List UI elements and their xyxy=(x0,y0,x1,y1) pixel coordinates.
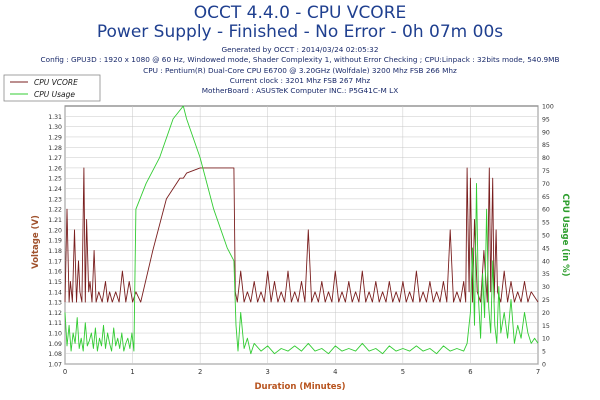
y2-tick-label: 80 xyxy=(542,155,550,162)
y-tick-label: 1.16 xyxy=(48,269,62,276)
grid-layer xyxy=(64,106,539,365)
y-tick-label: 1.29 xyxy=(48,134,62,141)
y-tick-label: 1.08 xyxy=(48,351,62,358)
y2-tick-label: 35 xyxy=(542,271,550,278)
y-tick-label: 1.31 xyxy=(48,114,62,121)
y2-tick-label: 60 xyxy=(542,207,550,214)
series-layer xyxy=(64,105,539,355)
y2-tick-label: 100 xyxy=(542,104,554,111)
info-config: Config : GPU3D : 1920 x 1080 @ 60 Hz, Wi… xyxy=(40,55,560,64)
info-generated: Generated by OCCT : 2014/03/24 02:05:32 xyxy=(221,45,379,54)
y2-tick-label: 40 xyxy=(542,258,550,265)
y-tick-label: 1.20 xyxy=(48,227,62,234)
y2-tick-label: 0 xyxy=(542,362,546,369)
info-motherboard: MotherBoard : ASUSTeK Computer INC.: P5G… xyxy=(201,86,399,95)
series-line-cpu-vcore xyxy=(64,167,539,303)
y-tick-label: 1.11 xyxy=(48,320,62,327)
y-tick-label: 1.22 xyxy=(48,207,62,214)
y-tick-label: 1.26 xyxy=(48,165,62,172)
legend-label-vcore: CPU VCORE xyxy=(34,78,78,87)
y2-tick-label: 45 xyxy=(542,245,550,252)
y2-tick-label: 15 xyxy=(542,323,550,330)
y2-tick-label: 70 xyxy=(542,181,550,188)
y2-tick-label: 5 xyxy=(542,349,546,356)
x-tick-label: 0 xyxy=(63,368,67,376)
y-tick-label: 1.21 xyxy=(48,217,62,224)
y-tick-label: 1.19 xyxy=(48,238,62,245)
y-tick-label: 1.28 xyxy=(48,145,62,152)
chart-title: OCCT 4.4.0 - CPU VCORE xyxy=(193,3,407,23)
legend: CPU VCORE CPU Usage xyxy=(3,74,101,102)
y2-tick-label: 50 xyxy=(542,233,550,240)
y-tick-label: 1.17 xyxy=(48,258,62,265)
y-tick-label: 1.09 xyxy=(48,341,62,348)
y-tick-label: 1.25 xyxy=(48,176,62,183)
y-axis-label: Voltage (V) xyxy=(31,215,41,269)
legend-label-usage: CPU Usage xyxy=(34,90,75,99)
info-current-clock: Current clock : 3201 Mhz FSB 267 Mhz xyxy=(229,76,371,85)
info-cpu: CPU : Pentium(R) Dual-Core CPU E6700 @ 3… xyxy=(143,66,457,75)
ticks-layer: 1.07 1.08 1.09 1.10 1.11 1.12 1.13 1.14 1.15 1.16… xyxy=(48,104,554,377)
y-tick-label: 1.15 xyxy=(48,279,62,286)
y-tick-label: 1.10 xyxy=(48,331,62,338)
y2-tick-label: 20 xyxy=(542,310,550,317)
y2-tick-label: 65 xyxy=(542,194,550,201)
x-tick-label: 2 xyxy=(198,368,202,376)
chart-subtitle: Power Supply - Finished - No Error - 0h … xyxy=(96,22,504,42)
y2-axis-label: CPU Usage (in %) xyxy=(560,193,570,276)
y2-tick-label: 30 xyxy=(542,284,550,291)
y2-tick-label: 85 xyxy=(542,142,550,149)
y2-tick-label: 90 xyxy=(542,129,550,136)
legend-box xyxy=(3,74,101,102)
y2-tick-label: 55 xyxy=(542,220,550,227)
x-tick-label: 5 xyxy=(401,368,405,376)
y-tick-label: 1.23 xyxy=(48,196,62,203)
y-tick-label: 1.14 xyxy=(48,289,62,296)
y-tick-label: 1.12 xyxy=(48,310,62,317)
x-axis-label: Duration (Minutes) xyxy=(255,382,346,392)
y-tick-label: 1.18 xyxy=(48,248,62,255)
y-tick-label: 1.30 xyxy=(48,124,62,131)
y2-tick-label: 95 xyxy=(542,116,550,123)
x-tick-label: 3 xyxy=(266,368,270,376)
x-tick-label: 1 xyxy=(130,368,134,376)
x-tick-label: 7 xyxy=(536,368,540,376)
y-tick-label: 1.07 xyxy=(48,362,62,369)
y-tick-label: 1.27 xyxy=(48,155,62,162)
series-line-cpu-usage xyxy=(64,105,539,355)
x-tick-label: 6 xyxy=(468,368,472,376)
x-tick-label: 4 xyxy=(333,368,337,376)
y2-tick-label: 75 xyxy=(542,168,550,175)
y2-tick-label: 10 xyxy=(542,336,550,343)
plot-area-background xyxy=(64,105,539,365)
y-tick-label: 1.24 xyxy=(48,186,62,193)
y2-tick-label: 25 xyxy=(542,297,550,304)
y-tick-label: 1.13 xyxy=(48,300,62,307)
